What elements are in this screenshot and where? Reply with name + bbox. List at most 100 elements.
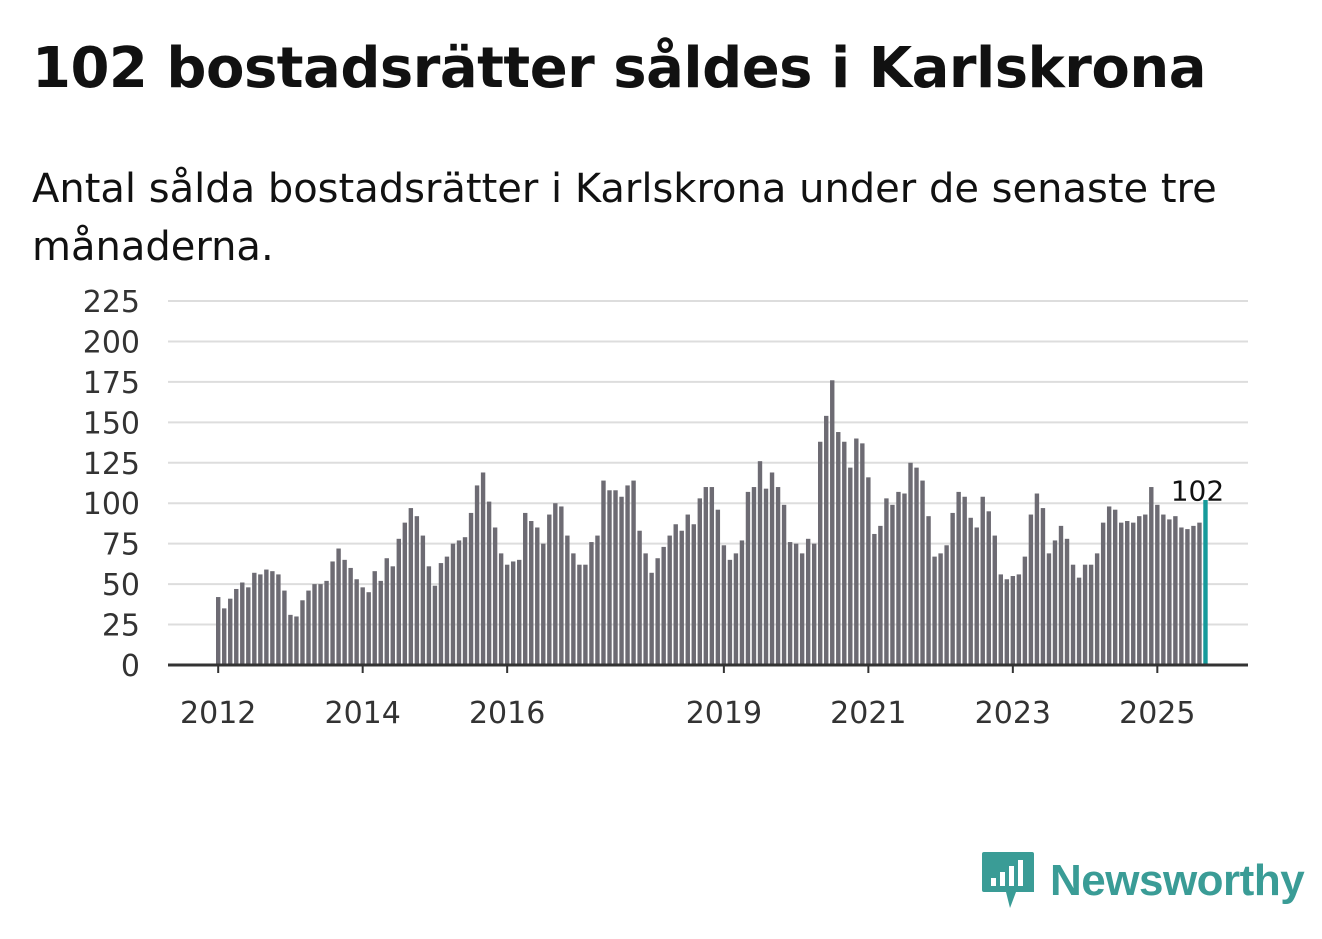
bar (751, 487, 757, 665)
bar (926, 516, 931, 665)
bar (908, 462, 913, 665)
bar (595, 535, 600, 665)
bar (270, 571, 275, 665)
bar (294, 616, 299, 665)
bar (1185, 529, 1190, 665)
bar (1112, 509, 1118, 665)
bar (805, 538, 811, 665)
y-tick-label: 100 (83, 487, 140, 522)
bar (697, 498, 702, 665)
bar (643, 553, 648, 665)
bar (571, 553, 576, 665)
bar (282, 590, 287, 665)
bar (438, 563, 444, 665)
bar (998, 574, 1003, 665)
bar (721, 545, 727, 665)
bar (878, 525, 883, 665)
bar (793, 543, 799, 665)
bar (1046, 553, 1052, 665)
bar (1100, 522, 1106, 665)
bar (980, 496, 985, 665)
bar (354, 579, 359, 665)
bar (709, 487, 715, 665)
bar (1076, 577, 1082, 665)
bar (276, 574, 281, 665)
bar (444, 556, 450, 665)
bar (348, 567, 353, 665)
bar (745, 491, 751, 665)
bar (938, 553, 943, 665)
bar (565, 535, 570, 665)
bar (1119, 522, 1124, 665)
y-tick-label: 50 (102, 568, 140, 603)
bar (510, 561, 516, 665)
bar (372, 571, 377, 665)
y-axis-tick-labels: 0 25 50 75 100 125 150 175 200 225 (83, 285, 140, 684)
bar (1028, 514, 1034, 665)
bar (378, 580, 383, 665)
bar (559, 506, 564, 665)
bar (1161, 514, 1166, 665)
bar (324, 580, 329, 665)
bar (757, 461, 763, 665)
bar (974, 527, 979, 665)
bar (637, 530, 642, 665)
bar (577, 564, 582, 665)
bar (529, 521, 534, 665)
bar (1052, 540, 1058, 665)
bar (222, 608, 227, 665)
bar (264, 569, 269, 665)
bar (288, 614, 293, 665)
bar (1070, 564, 1076, 665)
bar (1125, 521, 1130, 665)
y-tick-label: 25 (102, 609, 140, 644)
bar (366, 592, 371, 665)
bar (787, 542, 793, 665)
bar (384, 558, 389, 665)
bar (414, 516, 420, 665)
y-tick-label: 75 (102, 528, 140, 563)
bar (1088, 564, 1094, 665)
bar (1064, 538, 1070, 665)
bar (631, 480, 636, 665)
x-tick-label: 2016 (469, 696, 545, 731)
bar (781, 504, 787, 665)
bar (462, 537, 468, 665)
bar (306, 590, 311, 665)
bar (330, 561, 335, 665)
bar (318, 584, 323, 665)
bar (685, 514, 690, 665)
bar (450, 543, 456, 665)
chart-title: 102 bostadsrätter såldes i Karlskrona (32, 36, 1207, 101)
bar (547, 514, 552, 665)
y-tick-label: 125 (83, 447, 140, 482)
bar (336, 548, 341, 665)
bar (1191, 525, 1196, 665)
bar (541, 543, 546, 665)
bar (866, 477, 871, 665)
newsworthy-chart-bubble-icon (982, 852, 1034, 908)
bar (426, 566, 432, 665)
bar (872, 533, 877, 665)
bar (667, 535, 672, 665)
x-tick-label: 2014 (325, 696, 401, 731)
bar (583, 564, 588, 665)
bar (739, 540, 745, 665)
bar (474, 485, 480, 665)
bar (992, 535, 997, 665)
bar (619, 496, 624, 665)
bar (1058, 525, 1064, 665)
bar (896, 491, 901, 665)
bar (1137, 516, 1142, 665)
bar (824, 415, 829, 665)
bar-latest (1203, 499, 1208, 665)
bar (589, 542, 594, 665)
bar (234, 588, 239, 665)
bar (1016, 574, 1022, 665)
chart-subtitle: Antal sålda bostadsrätter i Karlskrona u… (32, 166, 1217, 270)
y-tick-label: 0 (121, 649, 140, 684)
bar (456, 540, 462, 665)
bar (408, 508, 414, 665)
x-axis-tick-labels: 2012 2014 2016 2019 2021 2023 2025 (180, 665, 1195, 731)
